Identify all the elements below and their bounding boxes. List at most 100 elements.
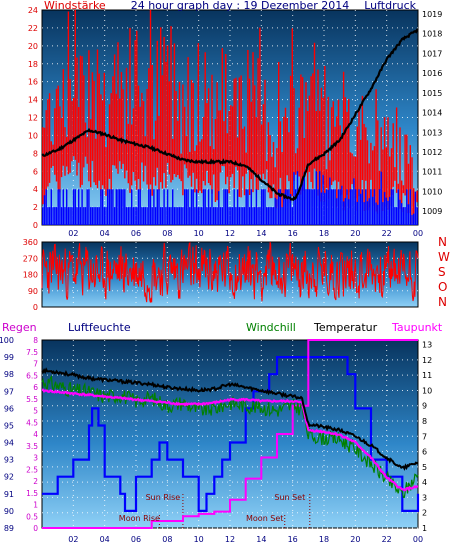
wind-tick-label: 0: [33, 221, 38, 230]
wind-axis-title: Windstärke: [44, 0, 106, 12]
rain-tick-label: 5: [33, 407, 38, 416]
temperature-tick-label: 3: [422, 493, 427, 502]
legend-luftfeuchte: Luftfeuchte: [68, 321, 131, 334]
time-tick-label: 18: [319, 229, 329, 238]
time-tick-label: 08: [162, 535, 172, 544]
rain-tick-label: 2: [33, 477, 38, 486]
compass-label-N: N: [438, 295, 447, 309]
pressure-tick-label: 1019: [422, 10, 442, 19]
wind-direction-trace: [41, 241, 419, 303]
humidity-tick-label: 90: [4, 507, 14, 516]
temperature-tick-label: 9: [422, 402, 427, 411]
time-tick-label: 00: [413, 229, 423, 238]
compass-label-N: N: [438, 235, 447, 249]
time-tick-label: 02: [68, 535, 78, 544]
rain-line: [42, 339, 418, 529]
humidity-tick-label: 96: [4, 404, 14, 413]
sun-rise-annotation: Sun Rise: [146, 493, 181, 502]
humidity-tick-label: 99: [4, 353, 14, 362]
direction-tick-label: 0: [33, 303, 38, 312]
rain-tick-label: 2.5: [26, 465, 38, 474]
time-tick-label: 10: [194, 535, 204, 544]
rain-tick-label: 0: [33, 524, 38, 533]
rain-tick-label: 4: [33, 430, 38, 439]
legend-taupunkt: Taupunkt: [391, 321, 443, 334]
temperature-tick-label: 6: [422, 448, 427, 457]
compass-label-W: W: [438, 250, 450, 264]
time-tick-label: 10: [194, 229, 204, 238]
direction-tick-label: 270: [23, 254, 38, 263]
pressure-tick-label: 1011: [422, 168, 442, 177]
humidity-tick-label: 92: [4, 473, 14, 482]
time-tick-label: 20: [350, 535, 360, 544]
rain-tick-label: 3: [33, 454, 38, 463]
wind-tick-label: 20: [28, 42, 38, 51]
humidity-tick-label: 94: [4, 439, 14, 448]
pressure-tick-label: 1017: [422, 49, 442, 58]
moon-rise-annotation: Moon Rise: [119, 514, 160, 523]
temperature-tick-label: 1: [422, 524, 427, 533]
wind-speed-bars: [42, 171, 418, 225]
humidity-line: [42, 356, 420, 512]
pressure-tick-label: 1014: [422, 109, 442, 118]
humidity-tick-label: 89: [4, 524, 14, 533]
time-tick-label: 22: [382, 229, 392, 238]
wind-tick-label: 10: [28, 131, 38, 140]
wind-tick-label: 12: [28, 114, 38, 123]
direction-tick-label: 90: [28, 287, 38, 296]
time-tick-label: 02: [68, 229, 78, 238]
humidity-tick-label: 98: [4, 370, 14, 379]
temperature-tick-label: 12: [422, 356, 432, 365]
humidity-tick-label: 97: [4, 387, 14, 396]
rain-tick-label: 4.5: [26, 418, 38, 427]
pressure-tick-label: 1016: [422, 69, 442, 78]
compass-label-S: S: [438, 265, 446, 279]
humidity-tick-label: 93: [4, 456, 14, 465]
time-tick-label: 16: [288, 229, 298, 238]
temperature-tick-label: 7: [422, 432, 427, 441]
time-tick-label: 20: [350, 229, 360, 238]
rain-tick-label: 8: [33, 336, 38, 345]
time-tick-label: 00: [413, 535, 423, 544]
wind-tick-label: 16: [28, 78, 38, 87]
direction-tick-label: 360: [23, 238, 38, 247]
time-tick-label: 14: [256, 229, 266, 238]
wind-tick-label: 22: [28, 24, 38, 33]
rain-tick-label: 1: [33, 501, 38, 510]
temperature-tick-label: 11: [422, 371, 432, 380]
time-tick-label: 06: [131, 535, 141, 544]
time-tick-label: 12: [225, 535, 235, 544]
rain-tick-label: 3.5: [26, 442, 38, 451]
time-tick-label: 08: [162, 229, 172, 238]
humidity-tick-label: 100: [0, 336, 14, 345]
pressure-tick-label: 1009: [422, 207, 442, 216]
pressure-tick-label: 1018: [422, 30, 442, 39]
temperature-tick-label: 4: [422, 478, 427, 487]
chart-title: 24 hour graph day : 19 Dezember 2014: [131, 0, 350, 12]
pressure-tick-label: 1013: [422, 128, 442, 137]
pressure-line: [41, 28, 419, 202]
temperature-tick-label: 13: [422, 341, 432, 350]
time-tick-label: 12: [225, 229, 235, 238]
rain-tick-label: 6.5: [26, 371, 38, 380]
wind-tick-label: 4: [33, 185, 38, 194]
wind-pressure-plot-area: [41, 9, 419, 226]
rain-tick-label: 7.5: [26, 348, 38, 357]
rain-tick-label: 6: [33, 383, 38, 392]
temperature-tick-label: 5: [422, 463, 427, 472]
wind-tick-label: 2: [33, 203, 38, 212]
temperature-tick-label: 2: [422, 509, 427, 518]
wind-tick-label: 6: [33, 167, 38, 176]
compass-label-O: O: [438, 280, 447, 294]
wind-tick-label: 8: [33, 149, 38, 158]
pressure-axis-title: Luftdruck: [364, 0, 416, 12]
humidity-tick-label: 91: [4, 490, 14, 499]
pressure-tick-label: 1012: [422, 148, 442, 157]
time-tick-label: 04: [100, 229, 110, 238]
time-tick-label: 14: [256, 535, 266, 544]
time-tick-label: 18: [319, 535, 329, 544]
legend-temperatur: Temperatur: [313, 321, 378, 334]
wind-tick-label: 24: [28, 6, 38, 15]
